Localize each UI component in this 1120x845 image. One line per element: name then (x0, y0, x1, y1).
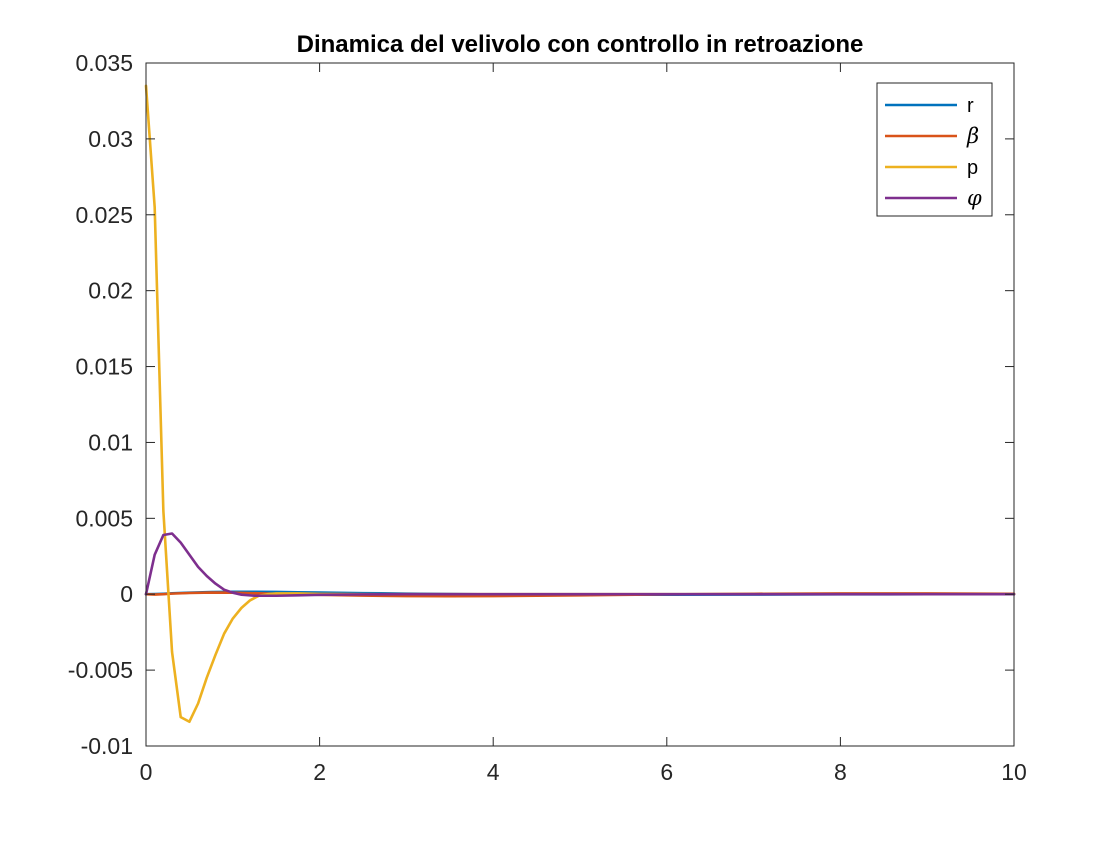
series-layer (144, 84, 1016, 724)
y-tick-label: -0.01 (81, 733, 133, 759)
y-tick-label: 0.03 (88, 126, 133, 152)
plot-area-background (146, 63, 1014, 746)
y-tick-label: 0.015 (75, 354, 133, 380)
y-tick-label: -0.005 (68, 657, 133, 683)
series-line-φ (144, 532, 1016, 598)
axes-box (145, 62, 1015, 747)
legend-label: r (967, 95, 974, 117)
x-tick-label: 6 (660, 759, 673, 785)
legend-label: p (967, 157, 978, 179)
y-tick-label: 0 (120, 581, 133, 607)
y-tick-label: 0.035 (75, 50, 133, 76)
ticks-layer: 0 2 4 6 8 10 -0.01 -0.005 0 0.005 0.01 0.015 0.02 0.0… (68, 50, 1027, 785)
x-tick-label: 0 (140, 759, 153, 785)
y-tick-label: 0.01 (88, 429, 133, 455)
x-tick-label: 10 (1001, 759, 1027, 785)
chart-title: Dinamica del velivolo con controllo in r… (297, 31, 864, 58)
x-tick-label: 2 (313, 759, 326, 785)
y-tick-label: 0.025 (75, 202, 133, 228)
y-tick-label: 0.02 (88, 278, 133, 304)
x-tick-label: 4 (487, 759, 500, 785)
legend-label: β (966, 124, 979, 148)
legend-label: φ (967, 186, 982, 210)
x-tick-label: 8 (834, 759, 847, 785)
y-tick-label: 0.005 (75, 505, 133, 531)
